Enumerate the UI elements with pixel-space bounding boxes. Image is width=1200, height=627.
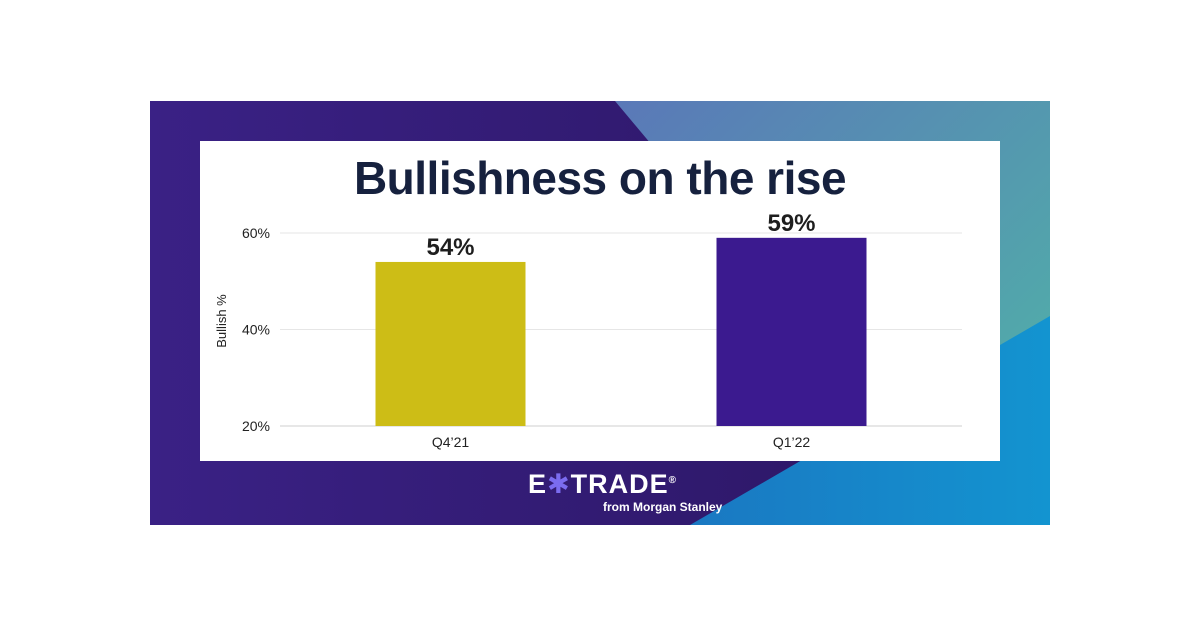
labels-layer: 20% 40% 60% 54% Q4’21 59% Q1’22 <box>242 210 816 450</box>
y-tick-label: 60% <box>242 225 270 241</box>
chart-title: Bullishness on the rise <box>353 152 847 204</box>
data-label: 54% <box>426 234 474 261</box>
y-axis-label: Bullish % <box>214 294 229 348</box>
logo-star-icon: ✱ <box>547 469 571 499</box>
registered-mark: ® <box>668 475 678 486</box>
data-label: 59% <box>767 210 815 237</box>
logo-letter-e: E <box>528 469 548 499</box>
bar <box>375 261 526 426</box>
etrade-logo: E✱TRADE® from Morgan Stanley <box>528 469 722 517</box>
logo-word-trade: TRADE <box>570 469 669 499</box>
bar <box>716 237 867 426</box>
promo-banner: Bullishness on the rise 20% 40% 60% 54% Q4’2… <box>150 101 1050 525</box>
x-tick-label: Q1’22 <box>773 434 811 450</box>
chart-card: Bullishness on the rise 20% 40% 60% 54% Q4’2… <box>200 141 1000 461</box>
x-tick-label: Q4’21 <box>432 434 470 450</box>
y-tick-label: 40% <box>242 322 270 338</box>
y-tick-label: 20% <box>242 418 270 434</box>
logo-wordmark: E✱TRADE® <box>528 469 677 500</box>
bar-chart: 20% 40% 60% 54% Q4’21 59% Q1’22 Bullish % <box>214 210 962 450</box>
bars-layer <box>375 237 867 426</box>
logo-tagline: from Morgan Stanley <box>603 500 723 514</box>
